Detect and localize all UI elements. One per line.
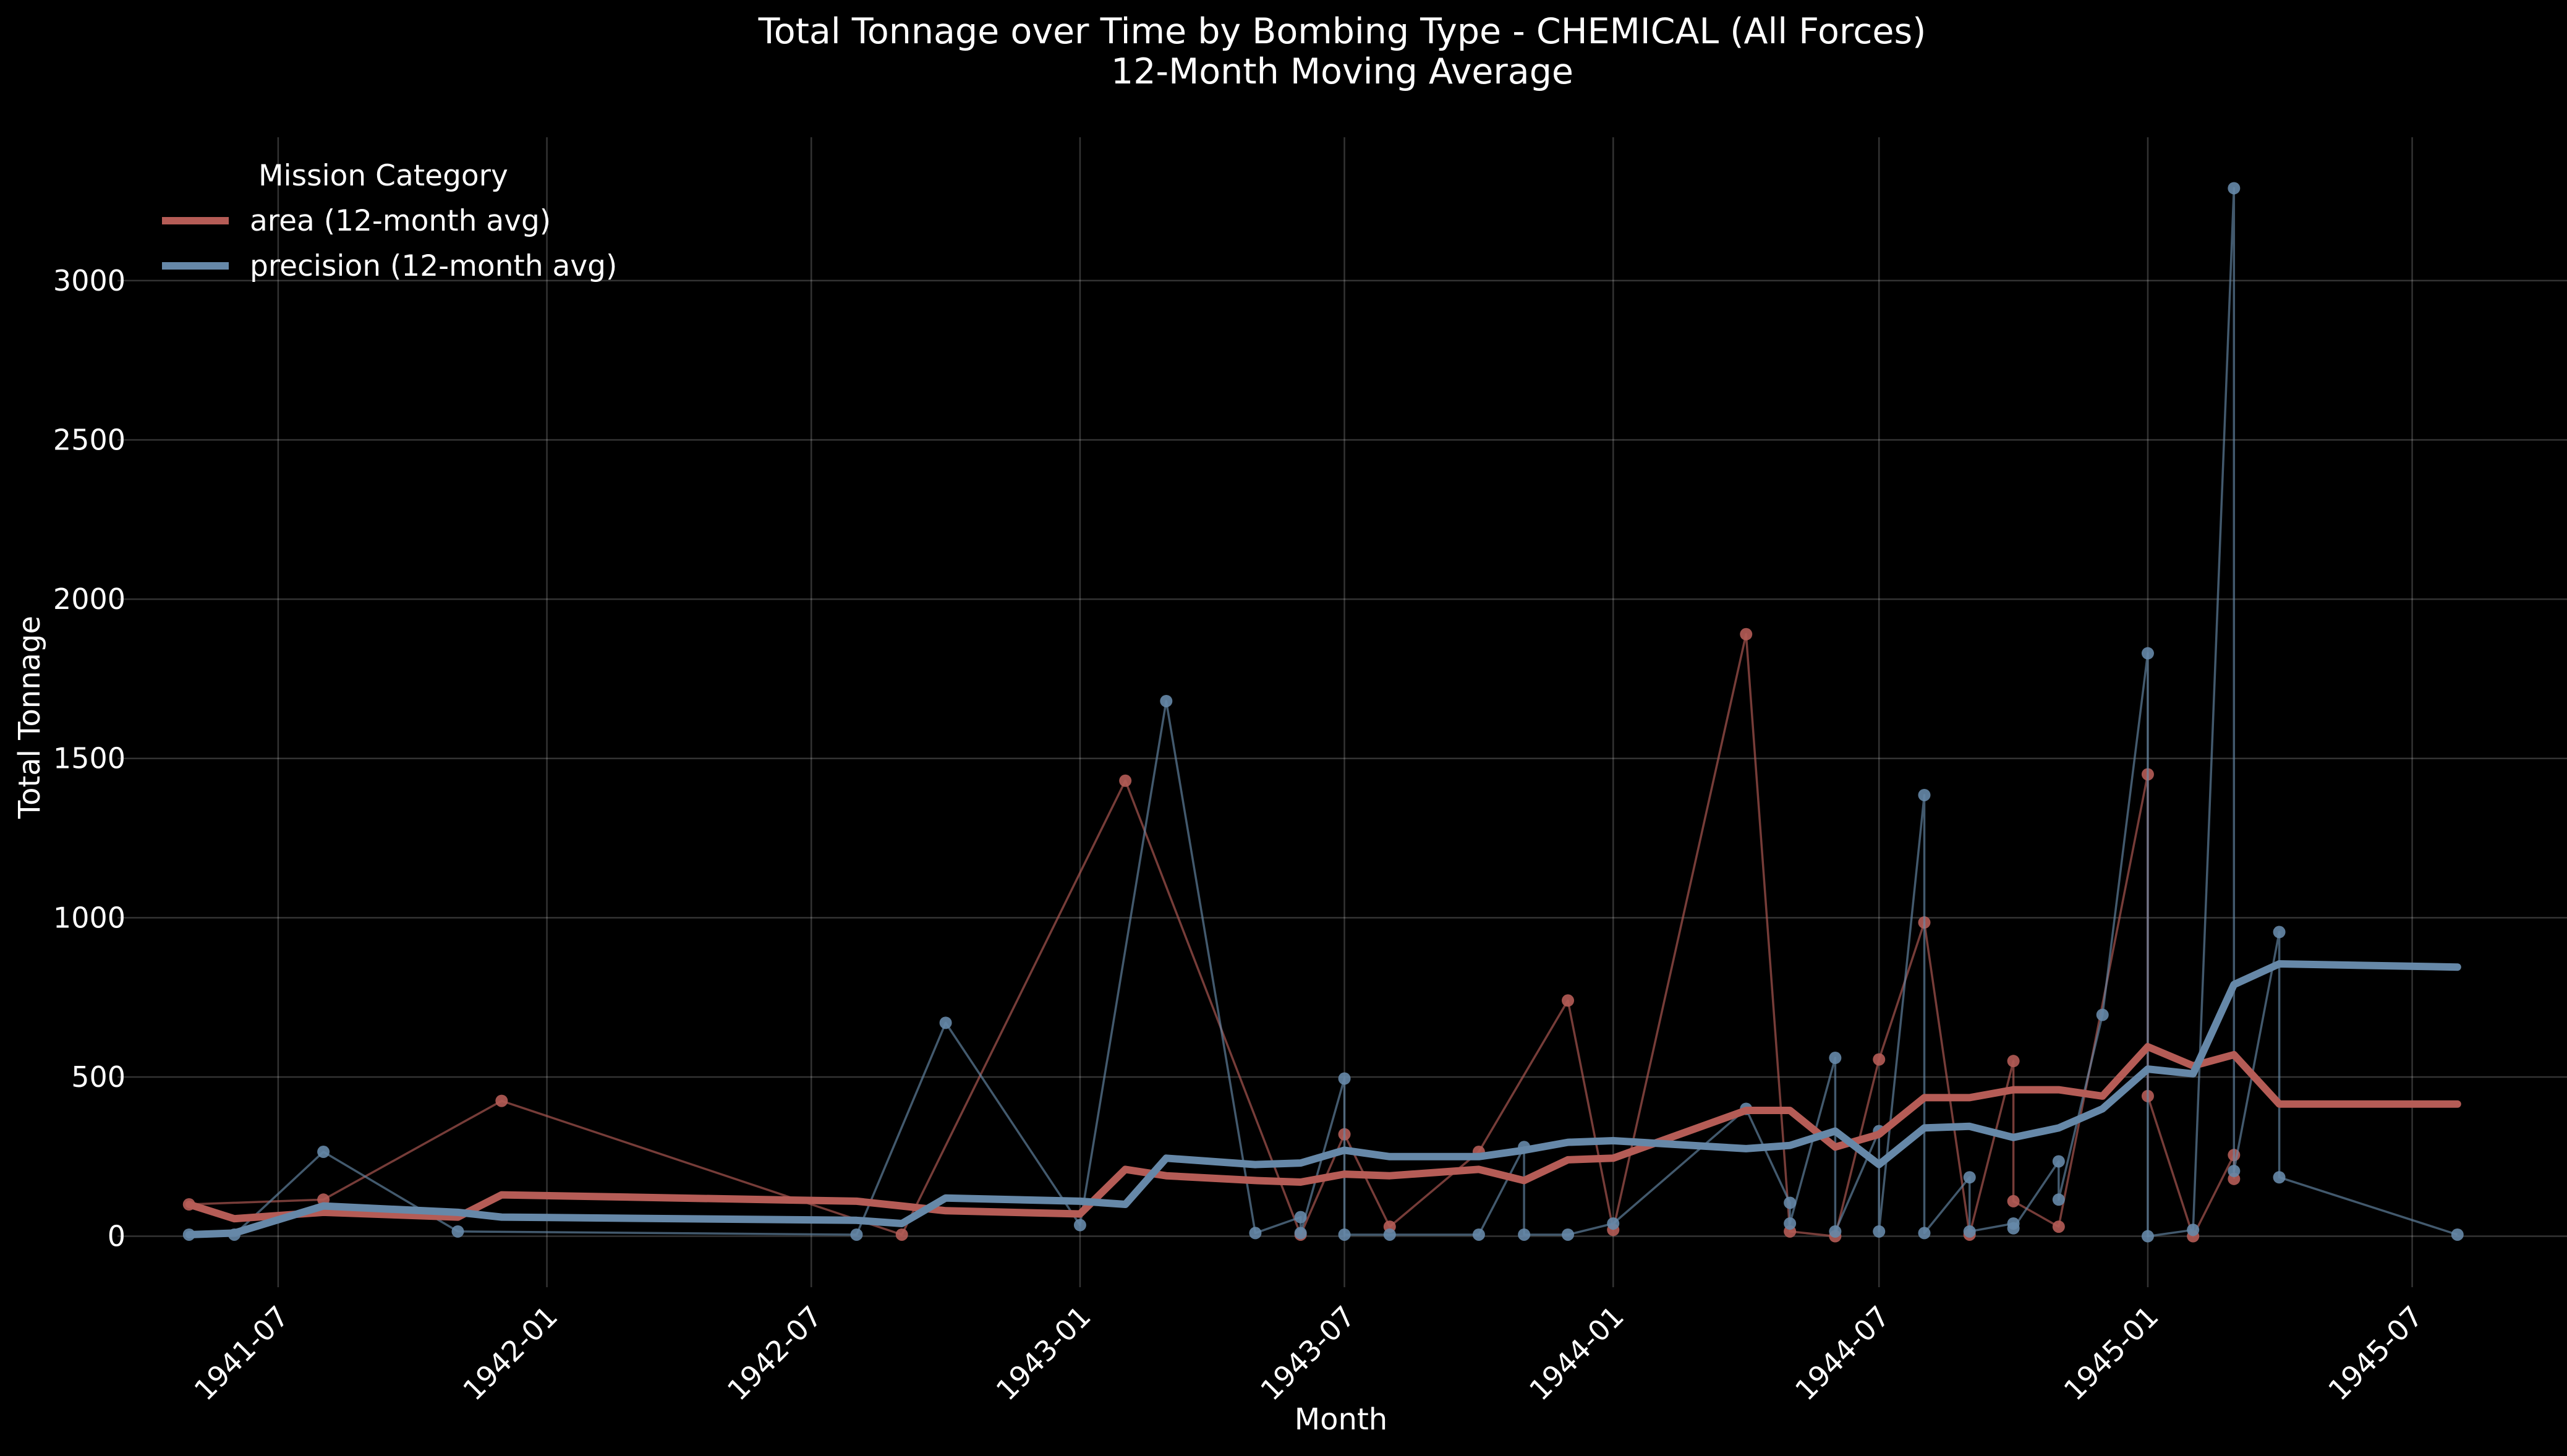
- precision-raw-point: [1784, 1217, 1797, 1230]
- precision-raw-point: [2141, 647, 2154, 660]
- chart-subtitle: 12-Month Moving Average: [1111, 51, 1573, 92]
- precision-raw-point: [939, 1016, 952, 1029]
- legend-label-area: area (12-month avg): [250, 204, 551, 238]
- precision-raw-point: [2273, 1171, 2286, 1184]
- chart-title: Total Tonnage over Time by Bombing Type …: [758, 11, 1926, 52]
- legend-label-precision: precision (12-month avg): [250, 249, 617, 283]
- y-tick-labels: 0 500 1000 1500 2000 2500 3000: [53, 264, 126, 1253]
- precision-raw-point: [1073, 1219, 1086, 1232]
- precision-raw-point: [317, 1146, 330, 1159]
- precision-raw-point: [1918, 788, 1931, 801]
- precision-raw-point: [850, 1228, 863, 1241]
- area-raw-point: [2007, 1194, 2020, 1207]
- precision-raw-point: [1562, 1228, 1575, 1241]
- precision-raw-point: [2451, 1228, 2464, 1241]
- precision-raw-point: [2273, 926, 2286, 939]
- precision-raw-point: [1918, 1227, 1931, 1240]
- area-raw-point: [1119, 774, 1132, 787]
- precision-raw-point: [1249, 1227, 1262, 1240]
- precision-raw-point: [2141, 1230, 2154, 1243]
- precision-raw-point: [2187, 1224, 2200, 1237]
- precision-raw-point: [1338, 1228, 1351, 1241]
- precision-raw-point: [2052, 1155, 2065, 1168]
- area-raw-point: [1873, 1053, 1886, 1066]
- y-tick-label: 2000: [53, 582, 126, 616]
- area-raw-point: [895, 1228, 908, 1241]
- precision-raw-point: [1338, 1072, 1351, 1085]
- area-raw-point: [495, 1094, 508, 1107]
- precision-raw-point: [2228, 182, 2241, 195]
- precision-raw-point: [1963, 1171, 1976, 1184]
- precision-raw-point: [2052, 1193, 2065, 1206]
- y-tick-label: 1500: [53, 742, 126, 775]
- legend-title: Mission Category: [258, 159, 508, 193]
- precision-raw-point: [2228, 1164, 2241, 1177]
- y-tick-label: 500: [71, 1060, 126, 1094]
- precision-raw-point: [451, 1225, 464, 1238]
- y-tick-label: 2500: [53, 423, 126, 456]
- y-axis-label: Total Tonnage: [12, 616, 47, 819]
- precision-raw-point: [1784, 1196, 1797, 1209]
- precision-raw-point: [1294, 1227, 1307, 1240]
- precision-raw-point: [1607, 1217, 1620, 1230]
- precision-raw-point: [2096, 1008, 2109, 1021]
- precision-raw-point: [1518, 1228, 1531, 1241]
- area-raw-point: [1562, 994, 1575, 1007]
- precision-raw-point: [1294, 1211, 1307, 1224]
- area-raw-point: [1740, 628, 1753, 641]
- x-axis-label: Month: [1295, 1402, 1387, 1437]
- precision-raw-point: [1963, 1225, 1976, 1238]
- area-raw-point: [2007, 1055, 2020, 1068]
- precision-avg-line: [185, 960, 2461, 1238]
- precision-raw-point: [1160, 694, 1173, 707]
- y-tick-label: 3000: [53, 264, 126, 297]
- avg-series-layer: [185, 960, 2461, 1238]
- precision-raw-point: [2007, 1222, 2020, 1235]
- precision-raw-point: [1383, 1228, 1396, 1241]
- precision-raw-point: [1873, 1225, 1886, 1238]
- legend: Mission Category area (12-month avg) pre…: [162, 159, 617, 283]
- precision-raw-point: [1829, 1052, 1842, 1065]
- precision-raw-point: [1472, 1228, 1485, 1241]
- area-avg-line: [185, 1043, 2461, 1223]
- y-tick-label: 1000: [53, 901, 126, 934]
- precision-raw-point: [1829, 1225, 1842, 1238]
- y-tick-label: 0: [108, 1220, 126, 1253]
- area-raw-point: [2052, 1220, 2065, 1233]
- raw-series-layer: [182, 182, 2464, 1243]
